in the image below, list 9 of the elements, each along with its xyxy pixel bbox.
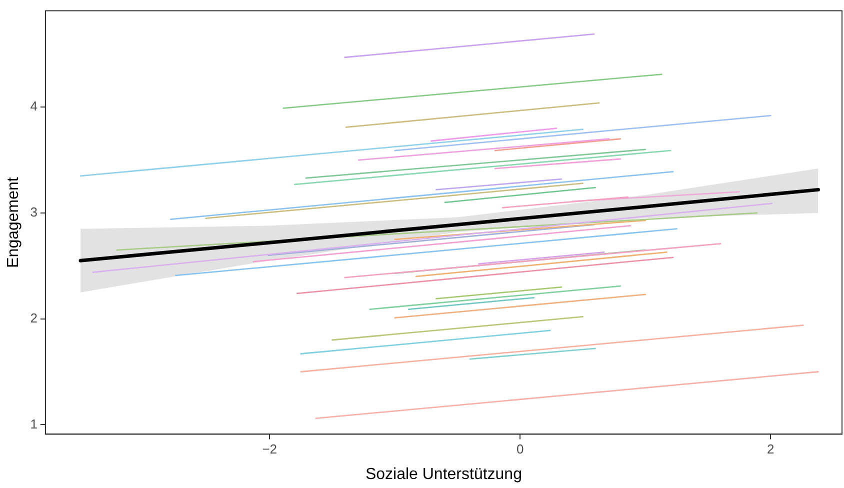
y-tick-label: 4: [30, 98, 38, 114]
y-tick-label: 1: [30, 416, 38, 432]
x-tick-label: −2: [262, 442, 278, 457]
x-tick-label: 0: [516, 442, 524, 457]
y-tick-label: 2: [30, 310, 38, 326]
y-tick-label: 3: [30, 204, 38, 220]
x-tick-label: 2: [766, 442, 774, 457]
y-axis-title: Engagement: [5, 176, 22, 268]
x-axis-title: Soziale Unterstützung: [365, 466, 522, 483]
